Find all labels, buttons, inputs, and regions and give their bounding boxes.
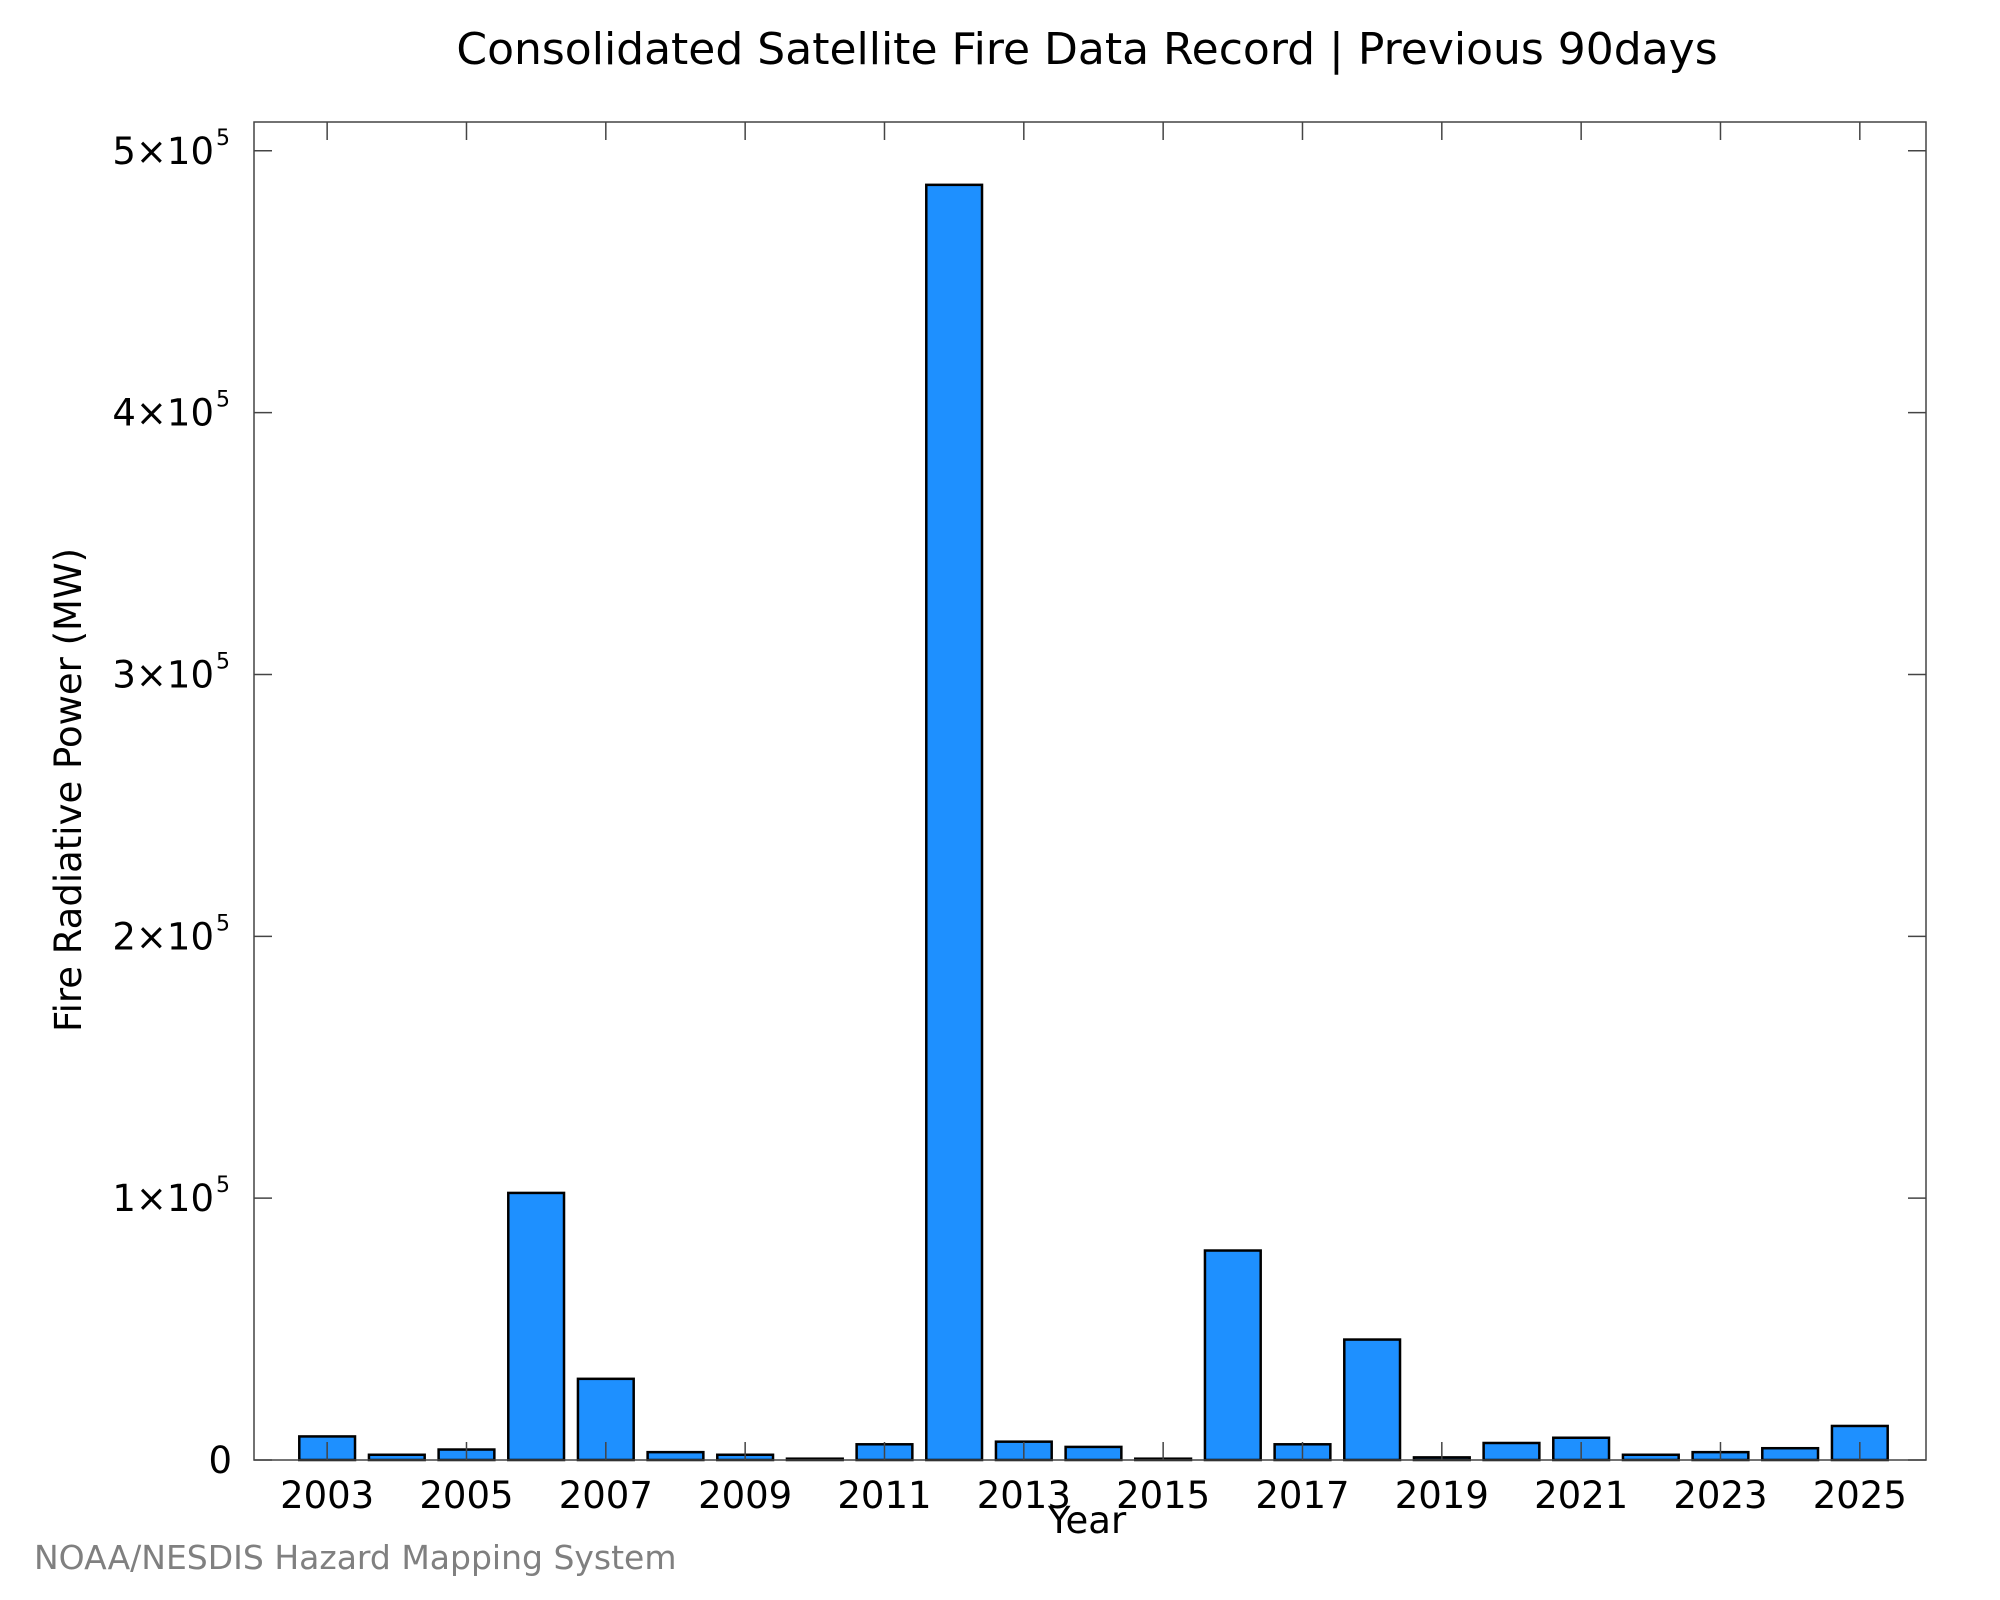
x-tick-label: 2023	[1673, 1474, 1767, 1517]
y-tick-exponent: 5	[216, 649, 230, 674]
plot-frame	[253, 121, 1927, 1461]
bar-2018	[1343, 1338, 1402, 1462]
x-tick-label: 2003	[280, 1474, 374, 1517]
credit-text: NOAA/NESDIS Hazard Mapping System	[34, 1538, 677, 1577]
axes	[253, 121, 1927, 1461]
bar-2006	[507, 1191, 566, 1462]
y-tick-label: 5×10	[112, 130, 214, 173]
x-tick-label: 2013	[977, 1474, 1071, 1517]
x-tick-label: 2009	[698, 1474, 792, 1517]
y-tick-label: 3×10	[112, 653, 214, 696]
y-tick-label: 0	[208, 1439, 232, 1482]
x-tick-label: 2007	[559, 1474, 653, 1517]
bar-2016	[1203, 1249, 1262, 1462]
y-tick-exponent: 5	[216, 1173, 230, 1198]
x-tick-label: 2017	[1255, 1474, 1349, 1517]
x-tick-label: 2025	[1813, 1474, 1907, 1517]
bar-series	[298, 183, 1889, 1462]
bar-2024	[1761, 1446, 1820, 1462]
bar-2014	[1064, 1445, 1123, 1462]
chart-title: Consolidated Satellite Fire Data Record …	[456, 24, 1717, 75]
ticks: 2003 2005 2007 2009 2011 2013 2015 2017 2019 2021…	[112, 122, 1926, 1517]
x-axis-label: Year	[1047, 1499, 1127, 1542]
y-tick-exponent: 5	[216, 126, 230, 151]
bar-2008	[646, 1450, 705, 1462]
y-tick-exponent: 5	[216, 388, 230, 413]
x-tick-label: 2011	[837, 1474, 931, 1517]
x-tick-label: 2021	[1534, 1474, 1628, 1517]
x-tick-label: 2019	[1395, 1474, 1489, 1517]
y-tick-label: 4×10	[112, 392, 214, 435]
x-tick-label: 2005	[419, 1474, 513, 1517]
y-tick-label: 2×10	[112, 915, 214, 958]
y-axis-label: Fire Radiative Power (MW)	[47, 548, 90, 1032]
y-tick-label: 1×10	[112, 1177, 214, 1220]
bar-2004	[367, 1453, 426, 1462]
y-tick-exponent: 5	[216, 911, 230, 936]
bar-2022	[1621, 1453, 1680, 1462]
bar-2012	[925, 183, 984, 1462]
x-tick-label: 2015	[1116, 1474, 1210, 1517]
bar-2020	[1482, 1441, 1541, 1462]
